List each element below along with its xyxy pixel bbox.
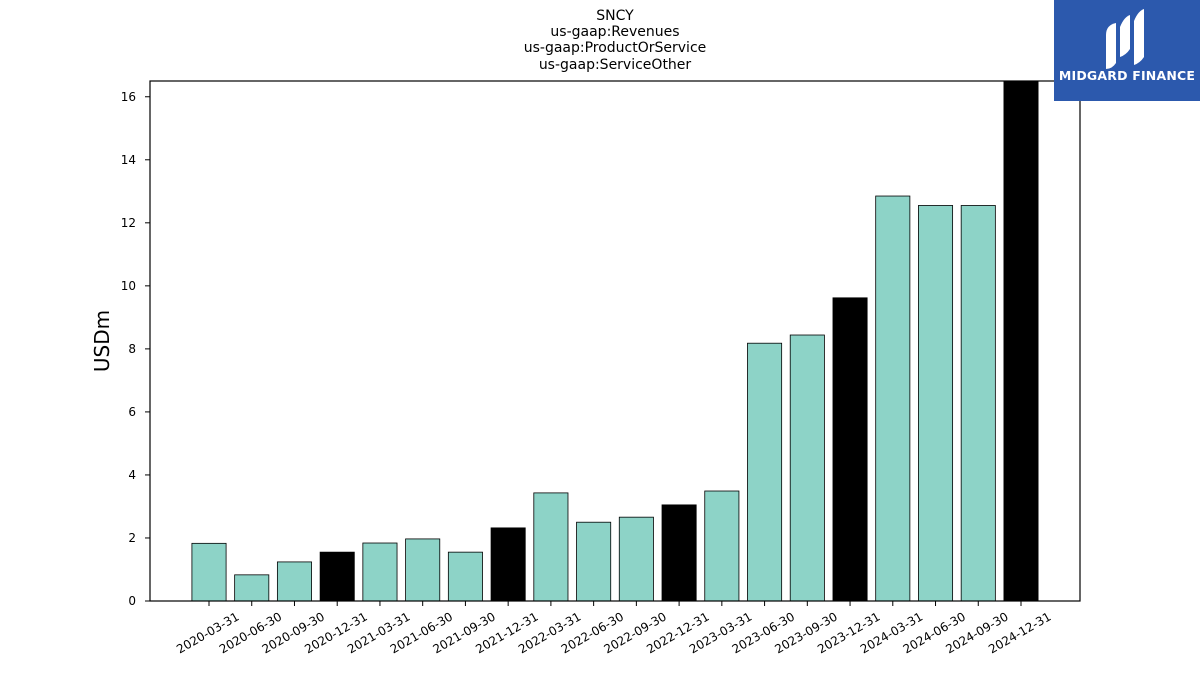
y-tick-label: 8 — [128, 342, 136, 356]
midgard-logo-icon — [1106, 9, 1144, 69]
bars-group — [191, 80, 1039, 602]
title-line-1: SNCY — [596, 8, 634, 24]
bar-2020-09-30 — [276, 561, 312, 602]
bar-2020-12-31 — [319, 551, 355, 602]
x-axis: 2020-03-312020-06-302020-09-302020-12-31… — [174, 601, 1054, 656]
bar-2023-06-30 — [747, 342, 783, 602]
bar-2024-06-30 — [918, 205, 954, 602]
bar-2022-06-30 — [576, 521, 612, 602]
y-axis-label: USDm — [90, 310, 114, 372]
title-line-3: us-gaap:ProductOrService — [524, 40, 707, 56]
plot-frame — [149, 80, 1081, 602]
bar-2021-03-31 — [362, 542, 398, 602]
y-tick-label: 12 — [121, 216, 136, 230]
title-line-4: us-gaap:ServiceOther — [539, 57, 692, 73]
bar-2022-03-31 — [533, 492, 569, 602]
chart-title: SNCY us-gaap:Revenues us-gaap:ProductOrS… — [524, 8, 707, 73]
title-line-2: us-gaap:Revenues — [550, 24, 679, 40]
bar-2022-09-30 — [618, 516, 654, 602]
bar-2021-06-30 — [405, 538, 441, 602]
bar-2024-09-30 — [960, 205, 996, 602]
y-tick-label: 0 — [128, 594, 136, 608]
bar-2023-03-31 — [704, 490, 740, 602]
bar-2022-12-31 — [661, 504, 697, 602]
bar-2024-03-31 — [875, 195, 911, 602]
y-tick-label: 6 — [128, 405, 136, 419]
y-tick-label: 4 — [128, 468, 136, 482]
bar-2023-12-31 — [832, 297, 868, 602]
bar-2024-12-31 — [1003, 80, 1039, 602]
bar-2020-06-30 — [234, 574, 270, 602]
y-tick-label: 14 — [121, 153, 136, 167]
bar-2023-09-30 — [789, 334, 825, 602]
y-tick-label: 16 — [121, 90, 136, 104]
logo-text: MIDGARD FINANCE — [1058, 68, 1196, 83]
y-tick-label: 10 — [121, 279, 136, 293]
bar-2021-09-30 — [447, 551, 483, 602]
bar-2020-03-31 — [191, 542, 227, 602]
y-axis: 0 2 4 6 8 10 12 14 16 — [121, 90, 150, 608]
y-tick-label: 2 — [128, 531, 136, 545]
midgard-finance-logo: MIDGARD FINANCE — [1054, 0, 1200, 101]
bar-2021-12-31 — [490, 527, 526, 602]
